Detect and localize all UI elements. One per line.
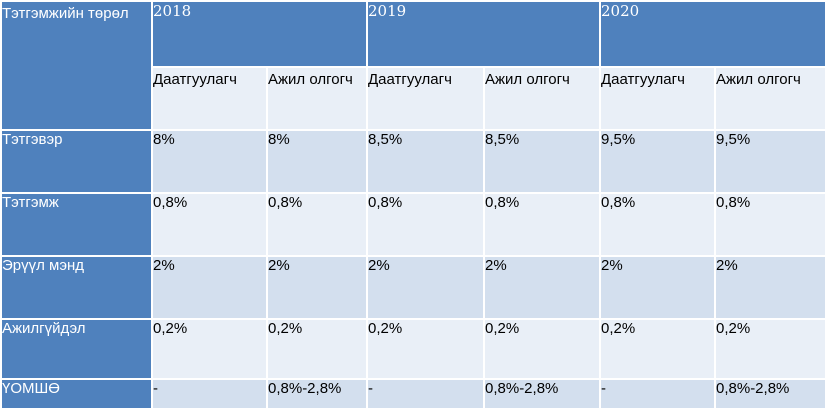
- rate-cell: 8%: [266, 129, 368, 194]
- rate-cell: 8%: [151, 129, 268, 194]
- year-header-2018: 2018: [151, 0, 368, 68]
- row-label-health: Эрүүл мэнд: [0, 255, 153, 320]
- rate-cell: 2%: [483, 255, 601, 320]
- rate-cell: 2%: [151, 255, 268, 320]
- rate-cell: 2%: [266, 255, 368, 320]
- payer-employer-2018: Ажил олгогч: [266, 66, 368, 131]
- rate-cell: 8,5%: [366, 129, 485, 194]
- rate-cell: 0,2%: [266, 318, 368, 380]
- rate-cell: 0,8%: [266, 192, 368, 257]
- table-row: ҮОМШӨ - 0,8%-2,8% - 0,8%-2,8% - 0,8%-2,8…: [0, 378, 825, 410]
- rate-cell: 0,8%-2,8%: [266, 378, 368, 410]
- payer-employer-2020: Ажил олгогч: [714, 66, 825, 131]
- row-label-pension: Тэтгэвэр: [0, 129, 153, 194]
- year-header-2020: 2020: [599, 0, 825, 68]
- rate-cell: 0,8%: [151, 192, 268, 257]
- table-row: Тэтгэвэр 8% 8% 8,5% 8,5% 9,5% 9,5%: [0, 129, 825, 194]
- payer-insured-2019: Даатгуулагч: [366, 66, 485, 131]
- payer-insured-2018: Даатгуулагч: [151, 66, 268, 131]
- payer-employer-2019: Ажил олгогч: [483, 66, 601, 131]
- table-row: Ажилгүйдэл 0,2% 0,2% 0,2% 0,2% 0,2% 0,2%: [0, 318, 825, 380]
- row-label-allowance: Тэтгэмж: [0, 192, 153, 257]
- rate-cell: 0,2%: [599, 318, 716, 380]
- rate-cell: 0,8%: [714, 192, 825, 257]
- rate-cell: 9,5%: [714, 129, 825, 194]
- rate-cell: -: [151, 378, 268, 410]
- rate-cell: 0,8%: [483, 192, 601, 257]
- payer-insured-2020: Даатгуулагч: [599, 66, 716, 131]
- rate-cell: 9,5%: [599, 129, 716, 194]
- rate-cell: 0,8%-2,8%: [483, 378, 601, 410]
- rate-cell: 2%: [366, 255, 485, 320]
- row-label-unemployment: Ажилгүйдэл: [0, 318, 153, 380]
- rate-cell: -: [366, 378, 485, 410]
- rate-cell: -: [599, 378, 716, 410]
- rate-cell: 0,8%: [366, 192, 485, 257]
- rate-cell: 0,8%: [599, 192, 716, 257]
- table-row: Эрүүл мэнд 2% 2% 2% 2% 2% 2%: [0, 255, 825, 320]
- rate-cell: 0,2%: [366, 318, 485, 380]
- row-label-occupational-injury: ҮОМШӨ: [0, 378, 153, 410]
- rate-cell: 8,5%: [483, 129, 601, 194]
- rate-cell: 2%: [714, 255, 825, 320]
- rate-cell: 0,2%: [151, 318, 268, 380]
- rate-cell: 0,2%: [714, 318, 825, 380]
- rate-cell: 0,8%-2,8%: [714, 378, 825, 410]
- table-row: Тэтгэмж 0,8% 0,8% 0,8% 0,8% 0,8% 0,8%: [0, 192, 825, 257]
- benefit-type-header: Тэтгэмжийн төрөл: [0, 0, 153, 131]
- year-header-2019: 2019: [366, 0, 601, 68]
- rate-cell: 0,2%: [483, 318, 601, 380]
- rate-cell: 2%: [599, 255, 716, 320]
